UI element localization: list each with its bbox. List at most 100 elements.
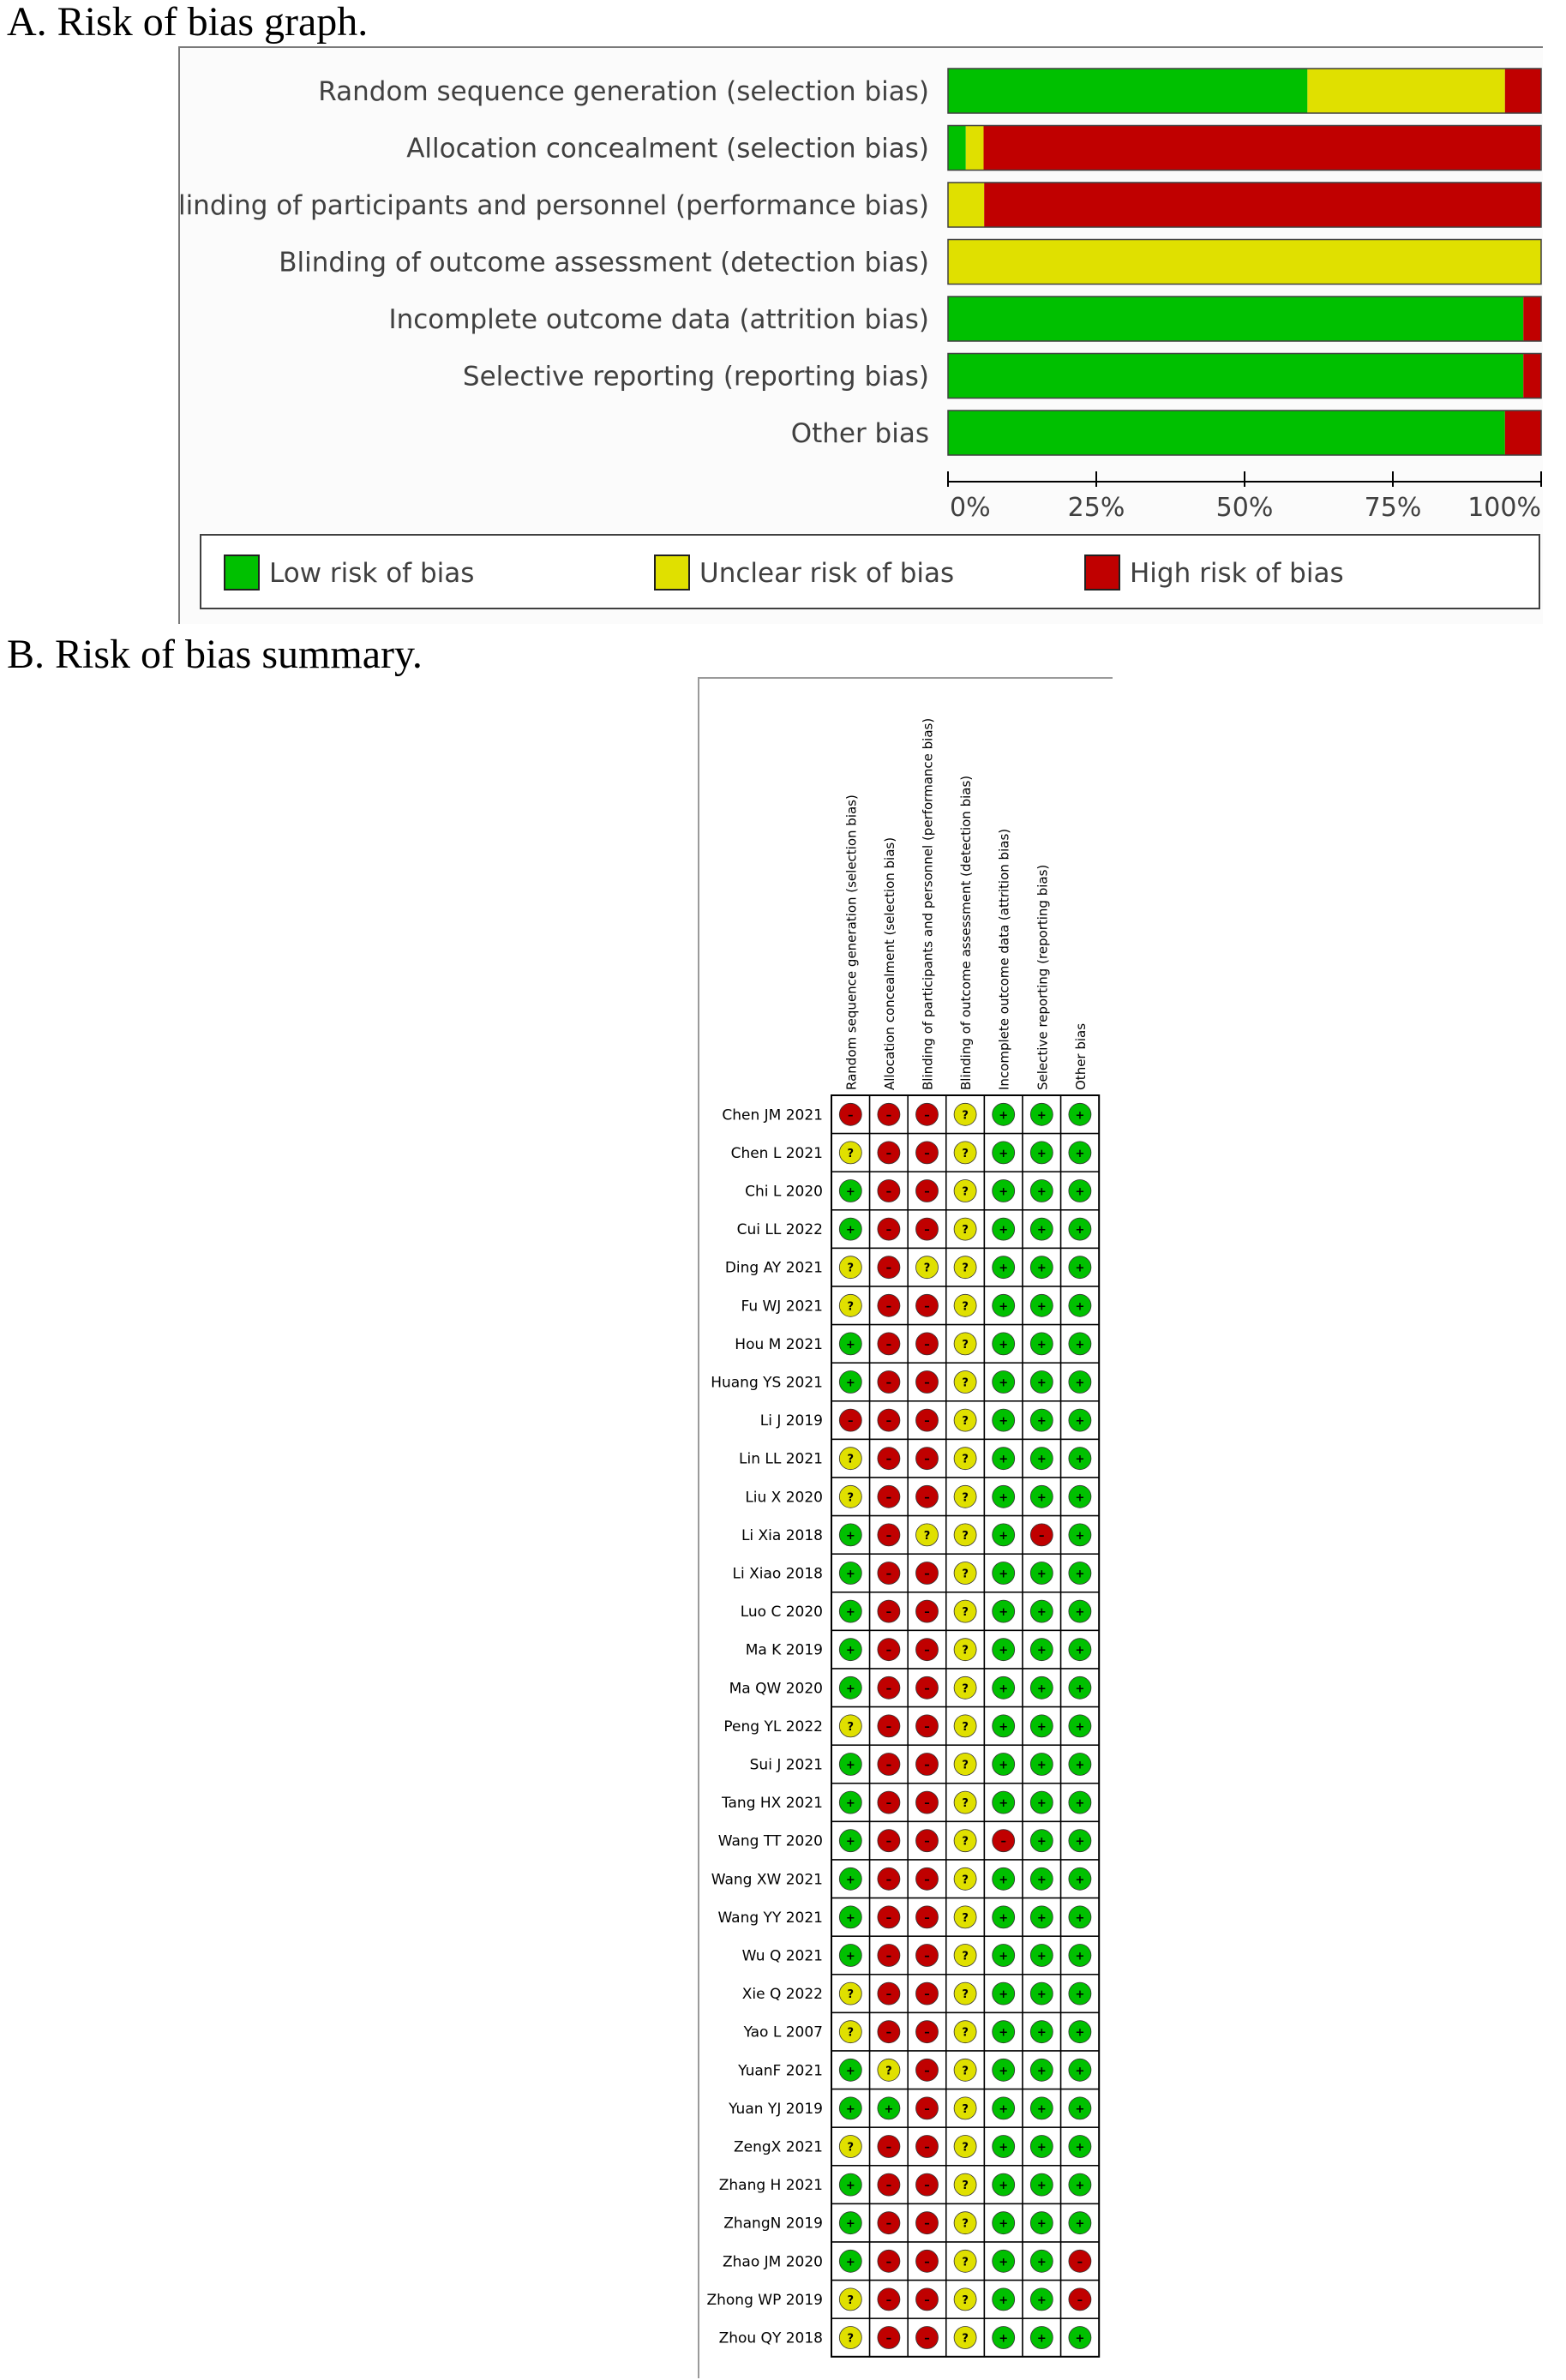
- judgement-mark-26-1: [838, 2058, 862, 2082]
- judgement-mark-12-1: [838, 1523, 862, 1547]
- judgement-symbol: ?: [962, 1721, 969, 1734]
- judgement-mark-18-1: [838, 1753, 862, 1776]
- judgement-mark-3-2: [877, 1179, 901, 1202]
- judgement-mark-1-1: [838, 1102, 862, 1126]
- judgement-mark-2-4: [953, 1141, 977, 1165]
- judgement-mark-2-3: [915, 1141, 939, 1165]
- judgement-symbol: –: [924, 2218, 930, 2231]
- judgement-symbol: +: [999, 1682, 1008, 1695]
- judgement-mark-6-4: [953, 1293, 977, 1317]
- judgement-mark-26-3: [915, 2058, 939, 2082]
- judgement-symbol: ?: [962, 1873, 969, 1886]
- judgement-symbol: –: [924, 1186, 930, 1199]
- judgement-mark-13-3: [915, 1562, 939, 1585]
- judgement-mark-9-3: [915, 1408, 939, 1432]
- judgement-mark-9-2: [877, 1408, 901, 1432]
- judgement-symbol: –: [886, 1224, 892, 1237]
- judgement-symbol: +: [999, 2333, 1008, 2346]
- judgement-symbol: ?: [962, 2103, 969, 2116]
- judgement-mark-31-6: [1029, 2249, 1053, 2273]
- judgement-mark-2-2: [877, 1141, 901, 1165]
- judgement-symbol: +: [1075, 1797, 1084, 1810]
- judgement-symbol: +: [999, 1148, 1008, 1160]
- judgement-mark-17-3: [915, 1714, 939, 1738]
- judgement-symbol: +: [1075, 1148, 1084, 1160]
- judgement-symbol: +: [1037, 1682, 1047, 1695]
- judgement-symbol: –: [886, 2294, 892, 2307]
- judgement-mark-17-1: [838, 1714, 862, 1738]
- judgement-mark-32-5: [992, 2287, 1016, 2311]
- judgement-symbol: –: [886, 1339, 892, 1352]
- judgement-symbol: +: [999, 2065, 1008, 2077]
- study-label-li-xiao-2018: Li Xiao 2018: [733, 1566, 823, 1583]
- judgement-symbol: ?: [885, 2065, 892, 2077]
- judgement-mark-19-4: [953, 1790, 977, 1814]
- judgement-symbol: +: [1037, 1186, 1047, 1199]
- judgement-symbol: +: [1075, 2065, 1084, 2077]
- judgement-symbol: ?: [848, 1491, 855, 1504]
- judgement-symbol: –: [886, 2218, 892, 2231]
- judgement-symbol: –: [886, 1454, 892, 1466]
- judgement-mark-31-3: [915, 2249, 939, 2273]
- bar-segment-high-risk-of-bias-7: [1504, 411, 1541, 455]
- judgement-symbol: –: [886, 1988, 892, 2001]
- judgement-symbol: +: [1075, 1682, 1084, 1695]
- judgement-symbol: ?: [962, 1300, 969, 1313]
- judgement-mark-21-2: [877, 1867, 901, 1891]
- judgement-symbol: +: [999, 2103, 1008, 2116]
- judgement-mark-32-4: [953, 2287, 977, 2311]
- judgement-symbol: ?: [848, 2333, 855, 2346]
- judgement-symbol: ?: [848, 2294, 855, 2307]
- judgement-mark-21-7: [1068, 1867, 1092, 1891]
- judgement-symbol: +: [1075, 2027, 1084, 2040]
- judgement-mark-24-7: [1068, 1981, 1092, 2005]
- judgement-symbol: +: [999, 1339, 1008, 1352]
- judgement-mark-26-5: [992, 2058, 1016, 2082]
- judgement-symbol: –: [924, 1988, 930, 2001]
- judgement-mark-9-7: [1068, 1408, 1092, 1432]
- judgement-symbol: +: [999, 1109, 1008, 1122]
- judgement-mark-24-1: [838, 1981, 862, 2005]
- study-label-zhangn-2019: ZhangN 2019: [723, 2215, 823, 2233]
- judgement-symbol: –: [924, 1491, 930, 1504]
- judgement-mark-29-7: [1068, 2173, 1092, 2197]
- judgement-symbol: +: [1037, 1454, 1047, 1466]
- judgement-symbol: –: [924, 1339, 930, 1352]
- judgement-symbol: ?: [962, 1377, 969, 1390]
- judgement-mark-24-6: [1029, 1981, 1053, 2005]
- judgement-symbol: –: [924, 1568, 930, 1581]
- judgement-mark-4-2: [877, 1217, 901, 1241]
- bar-outline-5: [947, 296, 1542, 342]
- x-tick-label-4: 75%: [1365, 493, 1422, 523]
- judgement-mark-5-7: [1068, 1256, 1092, 1280]
- judgement-mark-22-3: [915, 1905, 939, 1929]
- domain-header-blinding-of-participants-and-personnel-performance-bias: Blinding of participants and personnel (…: [921, 718, 936, 1090]
- study-label-yao-l-2007: Yao L 2007: [743, 2024, 823, 2041]
- judgement-mark-10-6: [1029, 1447, 1053, 1471]
- judgement-symbol: ?: [848, 1148, 855, 1160]
- judgement-symbol: +: [999, 2027, 1008, 2040]
- grid-cell: [983, 2317, 1023, 2358]
- judgement-mark-11-7: [1068, 1484, 1092, 1508]
- judgement-symbol: +: [1037, 1415, 1047, 1428]
- judgement-mark-27-3: [915, 2096, 939, 2120]
- grid-cell: [1059, 2050, 1100, 2090]
- judgement-symbol: +: [1075, 1109, 1084, 1122]
- judgement-mark-14-4: [953, 1599, 977, 1623]
- study-label-lin-ll-2021: Lin LL 2021: [739, 1451, 823, 1468]
- study-label-chi-l-2020: Chi L 2020: [745, 1184, 823, 1201]
- bar-outline-1: [947, 68, 1542, 114]
- bar-segment-low-risk-of-bias-7: [948, 411, 1505, 455]
- bar-outline-7: [947, 410, 1542, 456]
- judgement-symbol: +: [846, 1682, 855, 1695]
- judgement-symbol: +: [1037, 1836, 1047, 1849]
- judgement-symbol: +: [884, 2103, 893, 2116]
- x-tick-label-5: 100%: [1467, 493, 1541, 523]
- judgement-mark-26-6: [1029, 2058, 1053, 2082]
- judgement-symbol: ?: [924, 1530, 931, 1543]
- judgement-symbol: +: [846, 1760, 855, 1772]
- grid-cell: [868, 1744, 909, 1784]
- judgement-mark-28-6: [1029, 2135, 1053, 2158]
- judgement-mark-19-7: [1068, 1790, 1092, 1814]
- judgement-mark-31-7: [1068, 2249, 1092, 2273]
